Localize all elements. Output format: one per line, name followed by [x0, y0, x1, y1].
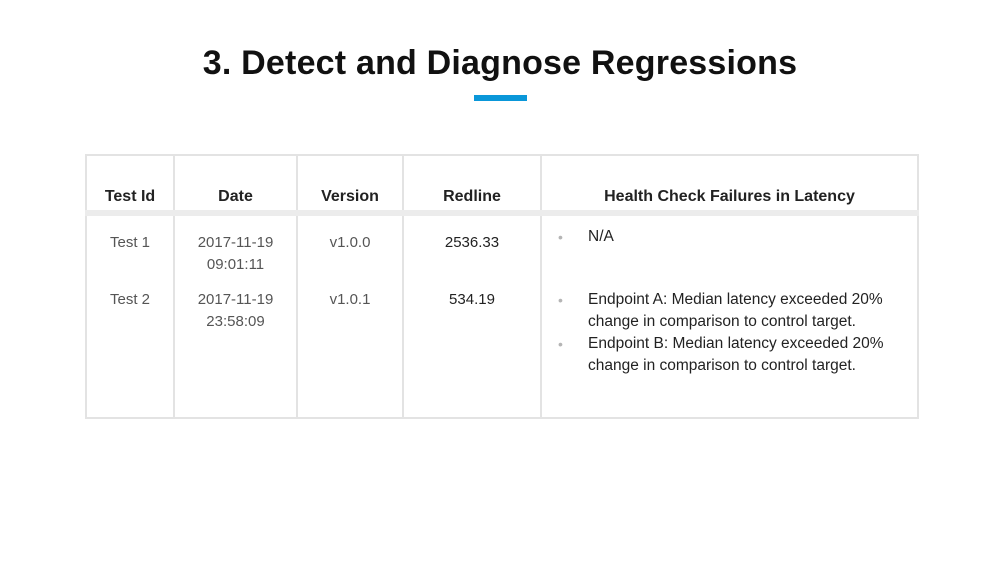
- header-redline: Redline: [402, 154, 542, 216]
- cell-redline: 534.19: [402, 281, 542, 419]
- table-header-row: Test Id Date Version Redline Health Chec…: [85, 154, 919, 216]
- bullet-icon: •: [558, 229, 563, 245]
- time-value: 23:58:09: [206, 313, 265, 330]
- cell-test-id: Test 1: [85, 213, 175, 281]
- bullet-icon: •: [558, 292, 563, 308]
- failure-list: • Endpoint A: Median latency exceeded 20…: [542, 289, 907, 377]
- time-value: 09:01:11: [206, 256, 265, 273]
- failure-item: • N/A: [542, 226, 907, 248]
- table-row: Test 1 2017-11-19 09:01:11 v1.0.0 2536.3…: [85, 213, 919, 281]
- cell-failures: • N/A: [540, 213, 919, 281]
- table-row: Test 2 2017-11-19 23:58:09 v1.0.1 534.19…: [85, 281, 919, 419]
- bullet-icon: •: [558, 336, 563, 352]
- header-test-id: Test Id: [85, 154, 175, 216]
- failure-text: N/A: [588, 228, 614, 245]
- header-failures: Health Check Failures in Latency: [540, 154, 919, 216]
- cell-redline: 2536.33: [402, 213, 542, 281]
- failure-item: • Endpoint A: Median latency exceeded 20…: [542, 289, 907, 333]
- header-version: Version: [296, 154, 404, 216]
- date-value: 2017-11-19: [197, 291, 274, 308]
- failure-item: • Endpoint B: Median latency exceeded 20…: [542, 333, 907, 377]
- cell-failures: • Endpoint A: Median latency exceeded 20…: [540, 281, 919, 419]
- failure-list: • N/A: [542, 226, 907, 248]
- results-table: Test Id Date Version Redline Health Chec…: [85, 154, 919, 419]
- cell-version: v1.0.0: [296, 213, 404, 281]
- header-date: Date: [173, 154, 298, 216]
- date-value: 2017-11-19: [197, 234, 274, 251]
- slide-title: 3. Detect and Diagnose Regressions: [202, 44, 798, 82]
- title-underline: [474, 95, 527, 101]
- cell-date: 2017-11-19 23:58:09: [173, 281, 298, 419]
- failure-text: Endpoint B: Median latency exceeded 20% …: [588, 335, 884, 374]
- failure-text: Endpoint A: Median latency exceeded 20% …: [588, 291, 883, 330]
- cell-version: v1.0.1: [296, 281, 404, 419]
- cell-test-id: Test 2: [85, 281, 175, 419]
- cell-date: 2017-11-19 09:01:11: [173, 213, 298, 281]
